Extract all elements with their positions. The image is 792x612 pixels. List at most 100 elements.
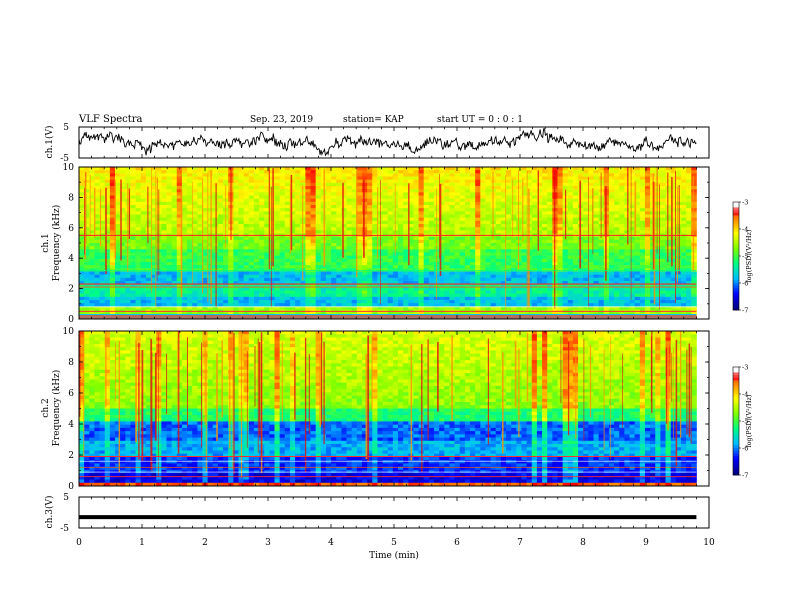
- spectrogram-cell: [572, 186, 579, 190]
- spectrogram-cell: [289, 258, 296, 263]
- spectrogram-cell: [99, 173, 106, 177]
- spectrogram-cell: [408, 170, 414, 174]
- spectrogram-cell: [253, 201, 260, 206]
- spectrogram-cell: [367, 227, 373, 231]
- spectrogram-cell: [336, 220, 342, 225]
- spectrogram-cell: [269, 258, 275, 263]
- spectrogram-cell: [125, 179, 131, 184]
- spectrogram-cell: [675, 255, 682, 260]
- spectrogram-cell: [495, 217, 502, 222]
- spectrogram-cell: [259, 170, 265, 174]
- spectrogram-cell: [197, 249, 203, 253]
- spectrogram-cell: [145, 189, 152, 193]
- spectrogram-cell: [197, 227, 203, 231]
- spectrogram-cell: [269, 173, 275, 177]
- spectrogram-cell: [351, 277, 358, 282]
- spectrogram-cell: [413, 217, 419, 222]
- spectrogram-cell: [305, 293, 311, 298]
- spectrogram-cell: [521, 277, 528, 282]
- spectrogram-cell: [413, 211, 419, 215]
- spectrogram-cell: [145, 258, 152, 263]
- spectrogram-cell: [644, 217, 651, 222]
- spectrogram-cell: [403, 230, 409, 234]
- spectrogram-cell: [356, 211, 363, 215]
- spectrogram-cell: [593, 265, 600, 269]
- spectrogram-cell: [629, 252, 636, 257]
- spectrogram-cell: [351, 239, 358, 244]
- spectrogram-cell: [593, 211, 600, 215]
- spectrogram-cell: [454, 201, 461, 206]
- spectrogram-cell: [233, 236, 239, 241]
- spectrogram-cell: [552, 167, 558, 171]
- spectrogram-cell: [382, 287, 389, 291]
- spectrogram-cell: [166, 192, 173, 196]
- spectrogram-cell: [619, 224, 625, 228]
- spectrogram-cell: [243, 192, 250, 196]
- spectrogram-cell: [176, 281, 183, 285]
- spectrogram-cell: [562, 173, 569, 177]
- spectrogram-cell: [331, 214, 337, 219]
- spectrogram-cell: [397, 255, 404, 260]
- spectrogram-cell: [547, 243, 553, 247]
- spectrogram-cell: [243, 201, 250, 206]
- spectrogram-cell: [279, 271, 286, 276]
- spectrogram-cell: [572, 217, 579, 222]
- spectrogram-cell: [444, 189, 450, 193]
- spectrogram-cell: [161, 227, 167, 231]
- spectrogram-cell: [449, 284, 455, 288]
- spectrogram-cell: [351, 271, 358, 276]
- spectrogram-cell: [367, 214, 373, 219]
- spectrogram-cell: [89, 230, 95, 234]
- spectrogram-cell: [413, 277, 419, 282]
- spectrogram-cell: [295, 265, 301, 269]
- spectrogram-cell: [187, 170, 193, 174]
- spectrogram-cell: [439, 217, 445, 222]
- spectrogram-cell: [130, 211, 136, 215]
- spectrogram-cell: [464, 290, 471, 295]
- spectrogram-cell: [233, 293, 239, 298]
- spectrogram-cell: [639, 201, 646, 206]
- spectrogram-cell: [233, 186, 239, 190]
- spectrogram-cell: [253, 243, 260, 247]
- spectrogram-cell: [341, 170, 347, 174]
- spectrogram-cell: [289, 284, 296, 288]
- spectrogram-cell: [536, 189, 543, 193]
- spectrogram-cell: [166, 236, 173, 241]
- spectrogram-cell: [295, 246, 301, 250]
- spectrogram-cell: [351, 284, 358, 288]
- spectrogram-cell: [135, 192, 142, 196]
- spectrogram-cell: [217, 170, 224, 174]
- spectrogram-cell: [464, 214, 471, 219]
- spectrogram-cell: [506, 198, 512, 203]
- spectrogram-cell: [259, 239, 265, 244]
- spectrogram-cell: [140, 293, 147, 298]
- spectrogram-cell: [397, 192, 404, 196]
- spectrogram-cell: [248, 293, 255, 298]
- spectrogram-cell: [171, 220, 178, 225]
- spectrogram-cell: [449, 262, 455, 266]
- spectrogram-cell: [151, 214, 157, 219]
- spectrogram-cell: [588, 208, 594, 212]
- spectrogram-cell: [392, 205, 399, 209]
- spectrogram-cell: [403, 179, 409, 184]
- spectrogram-cell: [655, 255, 661, 260]
- spectrogram-cell: [197, 176, 203, 181]
- spectrogram-cell: [686, 284, 692, 288]
- spectrogram-cell: [536, 255, 543, 260]
- spectrogram-cell: [151, 208, 157, 212]
- spectrogram-cell: [490, 277, 497, 282]
- spectrogram-cell: [145, 170, 152, 174]
- spectrogram-cell: [356, 236, 363, 241]
- spectrogram-cell: [325, 167, 332, 171]
- spectrogram-cell: [351, 189, 358, 193]
- spectrogram-cell: [289, 195, 296, 200]
- spectrogram-cell: [593, 208, 600, 212]
- spectrogram-cell: [310, 186, 317, 190]
- spectrogram-cell: [300, 293, 306, 298]
- spectrogram-cell: [660, 170, 666, 174]
- spectrogram-cell: [151, 227, 157, 231]
- spectrogram-cell: [572, 271, 579, 276]
- spectrogram-cell: [516, 205, 522, 209]
- spectrogram-cell: [562, 179, 569, 184]
- spectrogram-cell: [655, 176, 661, 181]
